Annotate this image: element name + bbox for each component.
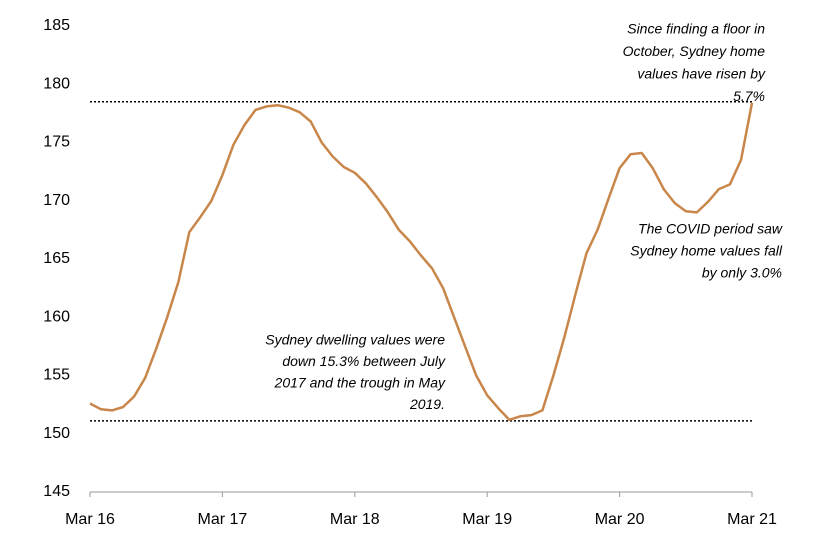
series-line — [89, 102, 754, 422]
y-tick-label: 180 — [43, 75, 70, 92]
annotation: 2017 and the trough in May — [274, 375, 446, 391]
annotation: Sydney dwelling values were — [265, 332, 445, 348]
annotation: Since finding a floor in — [627, 21, 765, 37]
y-tick-label: 185 — [43, 17, 70, 34]
annotation: Sydney home values fall — [630, 243, 783, 259]
x-tick-label: Mar 18 — [330, 511, 380, 528]
y-tick-label: 160 — [43, 308, 70, 325]
annotation: 5.7% — [733, 88, 765, 104]
x-tick-label: Mar 20 — [595, 511, 645, 528]
annotation: by only 3.0% — [702, 265, 782, 281]
y-tick-label: 155 — [43, 367, 70, 384]
annotation: The COVID period saw — [638, 221, 783, 237]
annotation: values have risen by — [637, 66, 766, 82]
y-tick-label: 150 — [43, 425, 70, 442]
annotation: 2019. — [409, 396, 445, 412]
annotation: October, Sydney home — [623, 43, 766, 59]
y-tick-label: 145 — [43, 483, 70, 500]
x-tick-label: Mar 19 — [462, 511, 512, 528]
y-tick-label: 175 — [43, 134, 70, 151]
x-tick-label: Mar 17 — [198, 511, 248, 528]
y-tick-label: 170 — [43, 192, 70, 209]
y-tick-label: 165 — [43, 250, 70, 267]
annotation: down 15.3% between July — [282, 353, 446, 369]
x-tick-label: Mar 16 — [65, 511, 115, 528]
x-tick-label: Mar 21 — [727, 511, 777, 528]
